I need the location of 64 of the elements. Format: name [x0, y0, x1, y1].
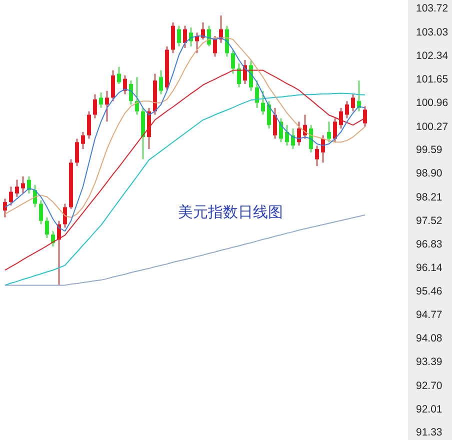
candlestick: [99, 92, 103, 108]
y-tick-label: 96.83: [416, 238, 442, 251]
candlestick: [345, 100, 349, 119]
y-tick-label: 93.39: [416, 356, 442, 368]
candlestick: [201, 22, 205, 40]
candlestick: [75, 138, 79, 167]
y-tick-label: 92.01: [416, 403, 442, 416]
candlestick: [237, 62, 241, 88]
y-tick-label: 95.46: [416, 285, 442, 298]
y-tick-label: 99.59: [416, 144, 442, 156]
candlestick: [159, 70, 163, 95]
y-tick-label: 96.14: [416, 262, 442, 274]
candlestick: [363, 106, 367, 128]
y-tick-label: 97.52: [416, 214, 442, 227]
candlestick: [213, 36, 217, 58]
candlestick: [63, 203, 67, 228]
y-tick-label: 101.65: [416, 74, 448, 86]
candlestick: [267, 100, 271, 129]
y-tick-label: 98.21: [416, 191, 442, 204]
candlestick: [333, 118, 337, 143]
candlestick: [93, 94, 97, 119]
candlestick: [9, 186, 13, 206]
candlestick: [111, 70, 115, 102]
candlestick: [255, 80, 259, 108]
candlestick: [351, 94, 355, 112]
candlestick: [219, 15, 223, 44]
candlestick: [231, 49, 235, 74]
text: 美元指数日线图: [178, 203, 283, 222]
candlestick: [171, 22, 175, 54]
candlestick: [297, 121, 301, 146]
candlestick: [45, 216, 49, 238]
candlestick: [39, 200, 43, 225]
candlestick: [21, 176, 25, 194]
candlestick: [249, 60, 253, 92]
y-tick-label: 103.72: [416, 2, 448, 15]
candlestick: [117, 66, 121, 84]
y-tick-label: 100.27: [416, 120, 448, 133]
candlestick: [129, 80, 133, 106]
candlestick: [273, 107, 277, 140]
candlestick: [177, 25, 181, 47]
candlestick: [315, 145, 319, 167]
y-tick-label: 98.90: [416, 168, 442, 180]
y-tick-label: 103.03: [416, 26, 448, 38]
y-tick-label: 94.77: [416, 309, 442, 322]
candlestick: [15, 179, 19, 198]
candlestick: [135, 76, 139, 116]
candlestick: [225, 25, 229, 58]
candlestick: [261, 90, 265, 116]
candlestick: [3, 198, 7, 218]
candlestick: [81, 131, 85, 150]
candlestick: [87, 110, 91, 140]
candlestick: [123, 74, 127, 95]
candlestick: [303, 114, 307, 140]
candlestick: [183, 25, 187, 49]
candlestick: [321, 134, 325, 164]
y-tick-label: 91.33: [416, 426, 442, 439]
candlestick: [105, 90, 109, 122]
candlestick: [327, 121, 331, 143]
y-tick-label: 102.34: [416, 50, 448, 62]
candlestick: [285, 124, 289, 146]
candlestick: [339, 107, 343, 129]
y-tick-label: 94.08: [416, 332, 442, 345]
y-tick-label: 100.96: [416, 97, 448, 110]
y-tick-label: 92.70: [416, 380, 442, 392]
